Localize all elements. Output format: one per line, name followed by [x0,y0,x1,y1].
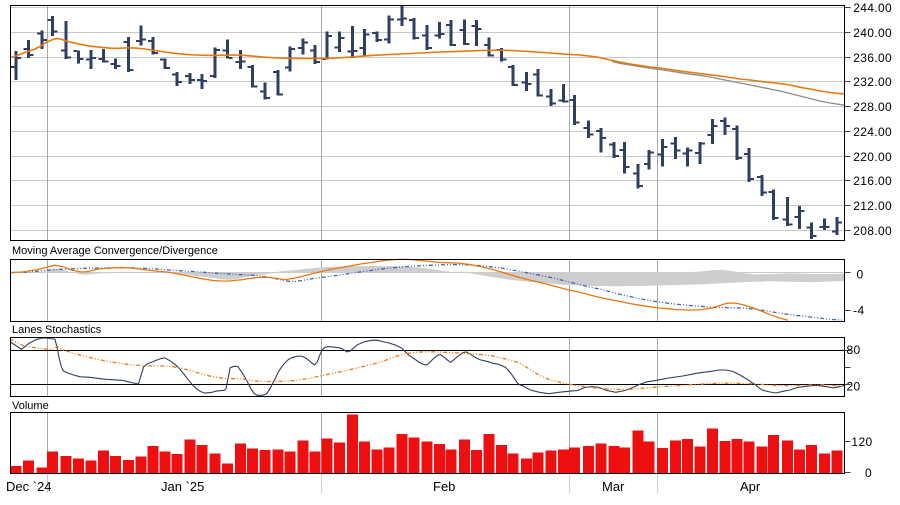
svg-text:244.00: 244.00 [853,1,892,15]
svg-text:228.00: 228.00 [853,100,892,114]
svg-text:Moving Average Convergence/Div: Moving Average Convergence/Divergence [12,245,218,257]
svg-text:120: 120 [851,435,872,449]
svg-text:Volume: Volume [12,400,49,412]
svg-text:Feb: Feb [433,479,455,494]
svg-text:220.00: 220.00 [853,150,892,164]
svg-text:0: 0 [856,267,863,281]
svg-text:Dec `24: Dec `24 [6,479,52,494]
svg-text:Jan `25: Jan `25 [161,479,204,494]
svg-text:212.00: 212.00 [853,199,892,213]
svg-text:-4: -4 [853,304,864,318]
svg-text:232.00: 232.00 [853,75,892,89]
svg-text:216.00: 216.00 [853,174,892,188]
svg-text:Mar: Mar [602,479,625,494]
svg-text:224.00: 224.00 [853,125,892,139]
svg-text:80: 80 [846,343,860,357]
svg-text:208.00: 208.00 [853,224,892,238]
svg-text:20: 20 [846,380,860,394]
svg-text:236.00: 236.00 [853,51,892,65]
svg-text:Lanes Stochastics: Lanes Stochastics [12,324,102,336]
svg-text:240.00: 240.00 [853,26,892,40]
svg-text:0: 0 [865,466,872,480]
svg-text:Apr: Apr [740,479,761,494]
